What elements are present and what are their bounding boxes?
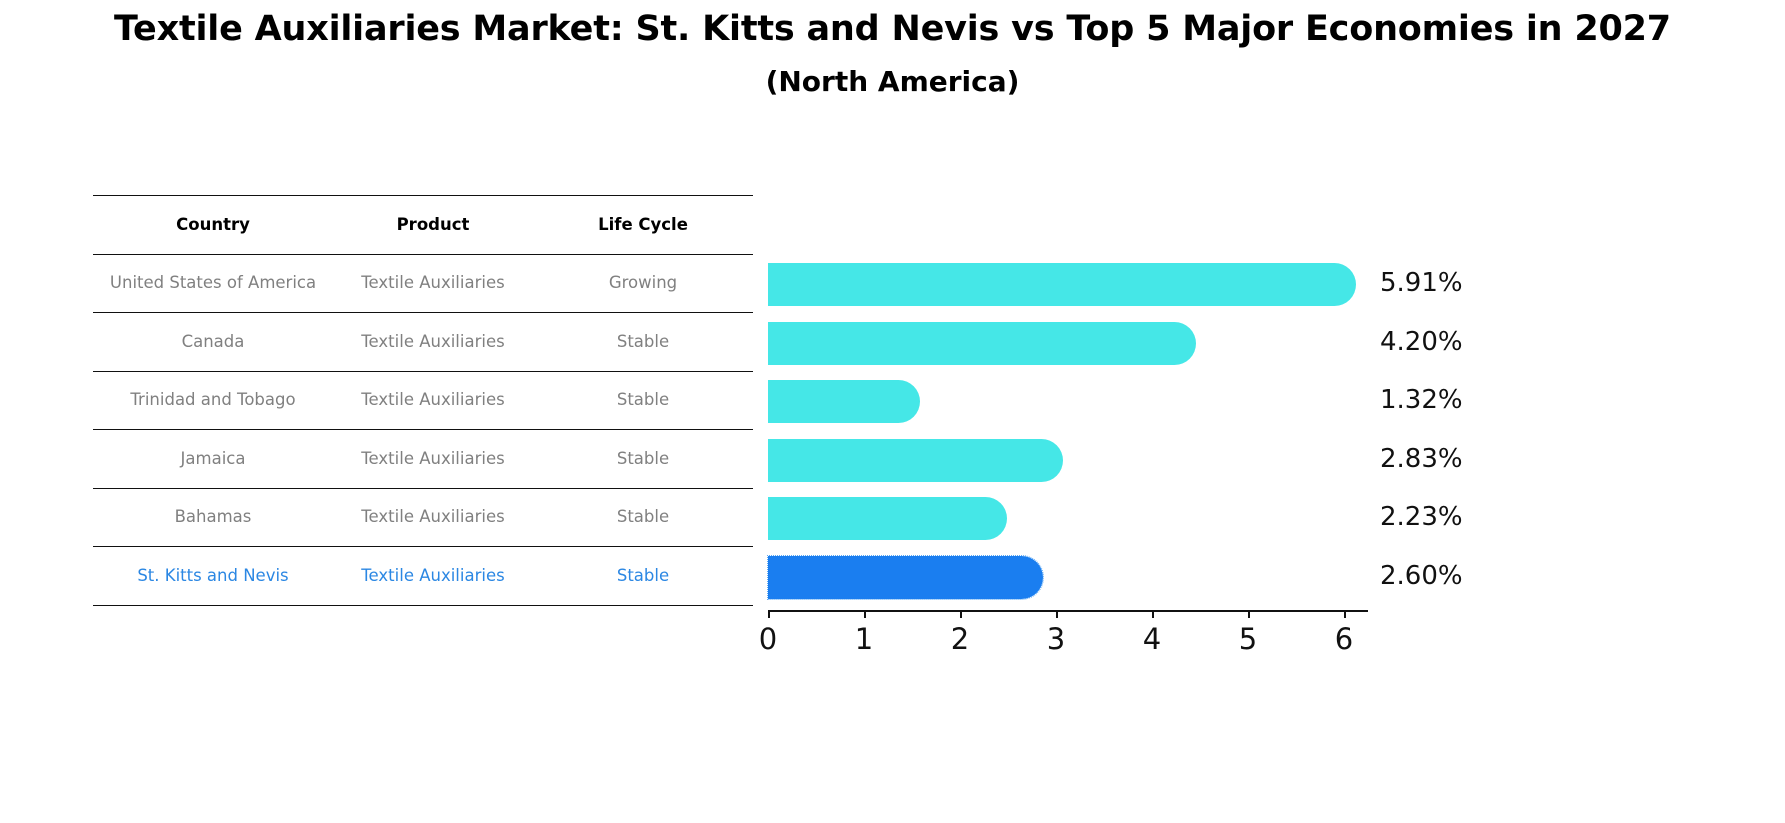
x-axis-line [768, 610, 1368, 612]
table-row[interactable]: United States of America Textile Auxilia… [93, 254, 753, 313]
x-axis-tick-label: 4 [1142, 622, 1162, 656]
bar-4[interactable] [768, 497, 1008, 540]
bar-3[interactable] [768, 438, 1063, 482]
title-block: Textile Auxiliaries Market: St. Kitts an… [0, 8, 1785, 99]
table-row[interactable]: Jamaica Textile Auxiliaries Stable [93, 429, 753, 488]
column-header-country: Country [176, 214, 250, 234]
bar-track: 2.23% [768, 489, 1463, 548]
cell-life-cycle: Stable [616, 331, 670, 351]
table-header-row: Country Product Life Cycle [93, 195, 753, 254]
column-header-product: Product [396, 214, 470, 234]
bar-value-label: 4.20% [1380, 326, 1463, 357]
table-row[interactable]: Bahamas Textile Auxiliaries Stable [93, 488, 753, 547]
table-row-highlighted[interactable]: St. Kitts and Nevis Textile Auxiliaries … [93, 546, 753, 605]
x-axis-tick [1056, 610, 1058, 618]
cell-product: Textile Auxiliaries [361, 331, 505, 351]
bars-area: 5.91% 4.20% 1.32% 2.83% 2.23% 2.60% [767, 255, 1463, 610]
x-axis-tick [1152, 610, 1154, 618]
table-rule-header [93, 253, 753, 255]
cell-product: Textile Auxiliaries [361, 565, 505, 585]
cell-country: Jamaica [180, 448, 246, 468]
bar-2[interactable] [768, 380, 920, 423]
cell-product: Textile Auxiliaries [361, 273, 505, 293]
data-table: Country Product Life Cycle United States… [93, 195, 753, 613]
table-rule-top [93, 195, 753, 196]
cell-life-cycle: Growing [608, 273, 678, 293]
table-rule-3 [93, 429, 753, 430]
table-rule-bottom [93, 604, 753, 606]
x-axis-tick-label: 2 [950, 622, 970, 656]
bar-track: 2.83% [768, 431, 1463, 490]
column-header-life-cycle: Life Cycle [598, 214, 688, 234]
cell-life-cycle: Stable [616, 507, 670, 527]
x-axis-tick-label: 1 [854, 622, 874, 656]
cell-life-cycle: Stable [616, 448, 670, 468]
bar-value-label: 5.91% [1380, 268, 1463, 298]
bar-value-label: 2.23% [1380, 502, 1463, 532]
table-row[interactable]: Canada Textile Auxiliaries Stable [93, 312, 753, 371]
bar-track: 1.32% [768, 372, 1463, 431]
bar-value-label: 2.83% [1380, 443, 1463, 474]
x-axis-tick-label: 3 [1046, 622, 1066, 656]
bar-value-label: 1.32% [1380, 385, 1463, 415]
cell-life-cycle: Stable [616, 390, 670, 410]
cell-country: United States of America [109, 273, 317, 293]
table-rule-2 [93, 370, 753, 372]
x-axis-tick-label: 6 [1334, 622, 1354, 656]
x-axis-tick [1344, 610, 1346, 618]
cell-life-cycle: Stable [616, 565, 670, 585]
bar-track: 4.20% [768, 314, 1463, 373]
chart-title: Textile Auxiliaries Market: St. Kitts an… [114, 9, 1671, 49]
x-axis: 0 1 2 3 4 5 6 [759, 610, 1368, 670]
x-axis-tick [1248, 610, 1250, 618]
table-rule-4 [93, 487, 753, 489]
x-axis-tick [864, 610, 866, 618]
cell-product: Textile Auxiliaries [361, 448, 505, 468]
bar-track: 2.60% [767, 548, 1463, 607]
cell-product: Textile Auxiliaries [361, 390, 505, 410]
table-rule-5 [93, 546, 753, 547]
bar-0[interactable] [768, 263, 1356, 306]
x-axis-tick-label: 5 [1238, 622, 1258, 656]
x-axis-tick [960, 610, 962, 618]
bar-5-highlighted[interactable] [767, 554, 1044, 600]
cell-country: Bahamas [174, 507, 252, 527]
bar-track: 5.91% [768, 255, 1463, 314]
cell-country: Trinidad and Tobago [130, 390, 296, 410]
cell-country: St. Kitts and Nevis [137, 565, 289, 585]
cell-country: Canada [181, 331, 245, 351]
chart-subtitle: (North America) [765, 64, 1020, 98]
cell-product: Textile Auxiliaries [361, 507, 505, 527]
bar-1[interactable] [768, 321, 1197, 365]
bar-value-label: 2.60% [1380, 560, 1463, 591]
x-axis-tick [768, 610, 770, 618]
table-row[interactable]: Trinidad and Tobago Textile Auxiliaries … [93, 371, 753, 430]
x-axis-tick-label: 0 [758, 622, 778, 656]
table-rule-1 [93, 312, 753, 313]
